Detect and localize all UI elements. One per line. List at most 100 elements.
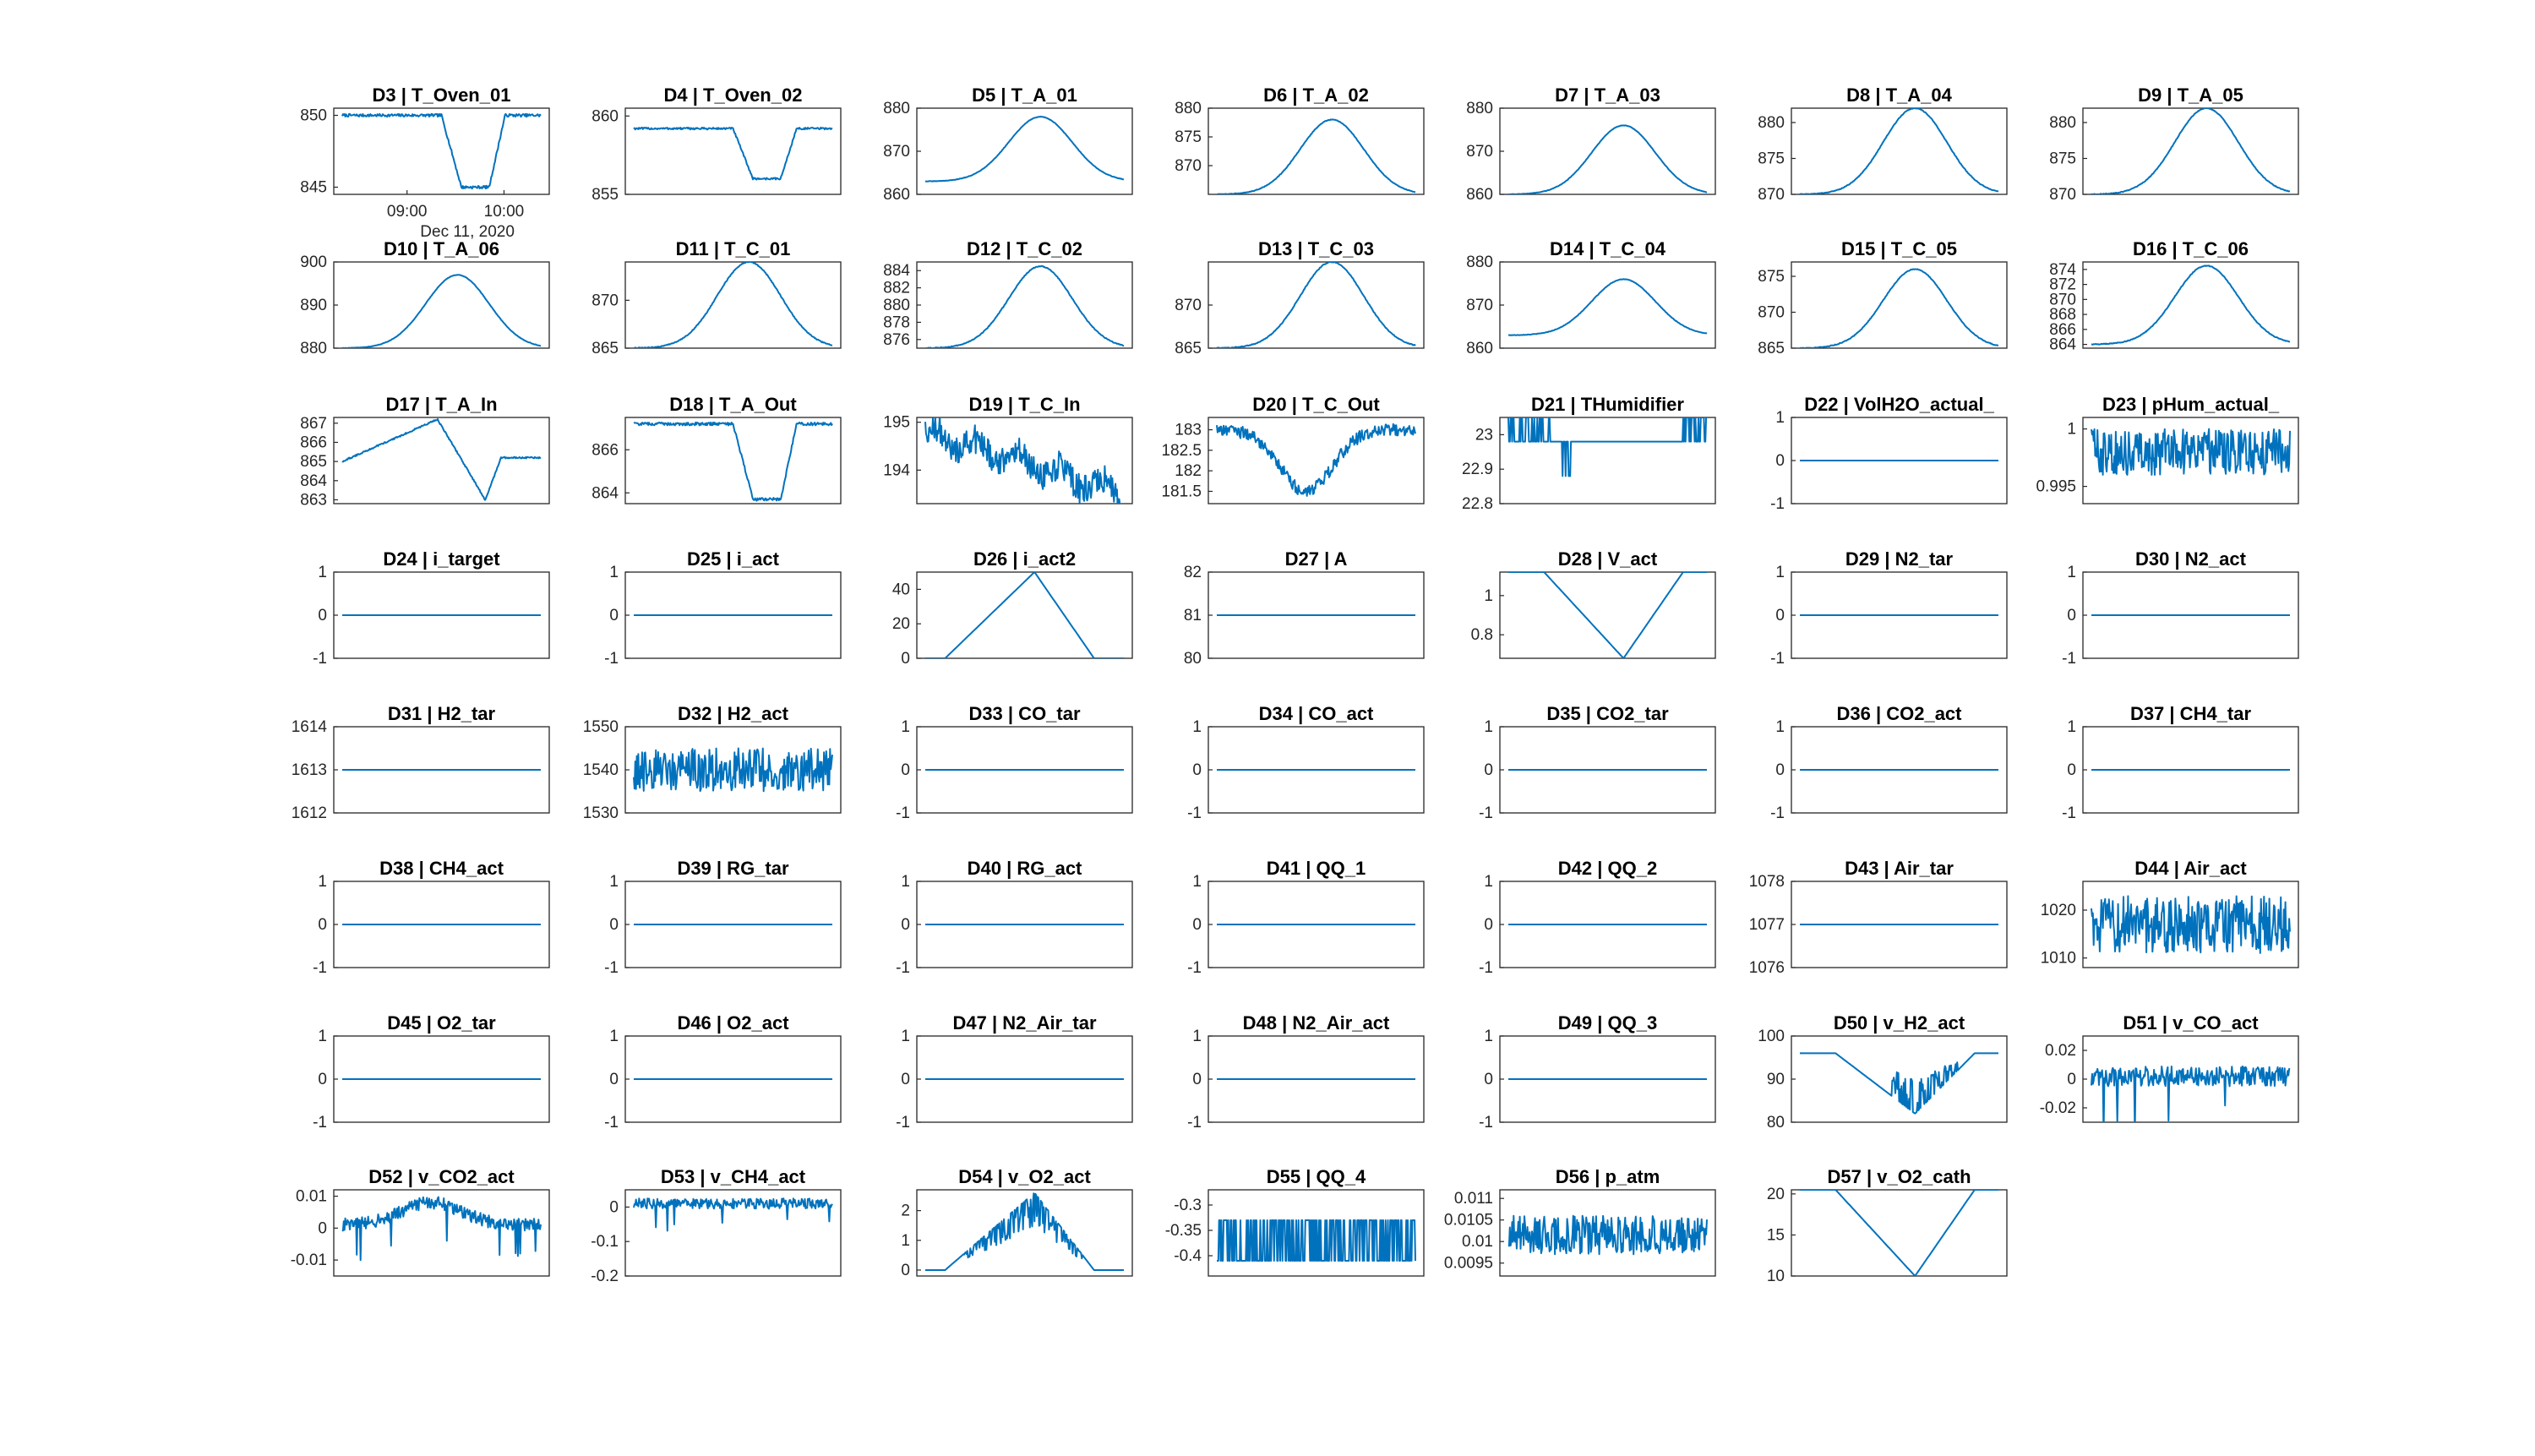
data-series-line xyxy=(633,421,833,502)
y-tick-label: 1 xyxy=(318,873,327,891)
x-axis-label: Dec 11, 2020 xyxy=(420,223,515,241)
y-tick-label: 864 xyxy=(2049,336,2076,354)
y-tick-label: 0 xyxy=(1484,1071,1493,1088)
y-tick-label: -1 xyxy=(2062,804,2076,822)
y-tick-label: 1614 xyxy=(292,718,328,736)
y-tick-label: -1 xyxy=(896,804,910,822)
y-tick-label: 0 xyxy=(901,761,910,779)
data-series-line xyxy=(1507,417,1708,477)
subplot: D30 | N2_act 1 0 -1 xyxy=(2062,548,2299,668)
y-tick-label: 872 xyxy=(2049,276,2076,294)
y-tick-label: 884 xyxy=(883,262,910,280)
data-series-line xyxy=(1799,1052,1999,1115)
y-tick-label: 81 xyxy=(1184,607,1202,624)
subplot: D45 | O2_tar 1 0 -1 xyxy=(313,1012,550,1132)
subplot-title: D8 | T_A_04 xyxy=(1846,85,1953,106)
y-tick-label: -1 xyxy=(604,650,619,668)
y-tick-label: 22.8 xyxy=(1462,495,1493,513)
data-series-line xyxy=(2091,428,2291,476)
subplot-title: D11 | T_C_01 xyxy=(676,238,791,259)
y-tick-label: 1077 xyxy=(1749,916,1785,934)
y-tick-label: 0 xyxy=(901,1071,910,1088)
y-tick-label: 100 xyxy=(1758,1028,1785,1045)
data-series-line xyxy=(1799,1190,1999,1276)
subplot-title: D56 | p_atm xyxy=(1556,1166,1660,1187)
data-series-line xyxy=(341,112,542,190)
y-tick-label: 860 xyxy=(592,107,619,125)
y-tick-label: 1 xyxy=(609,873,619,891)
subplot: D50 | v_H2_act 100 90 80 xyxy=(1758,1012,2008,1132)
y-tick-label: 1010 xyxy=(2041,950,2076,968)
subplot: D11 | T_C_01 870 865 xyxy=(592,238,842,357)
plot-frame xyxy=(1208,261,1425,349)
data-series-line xyxy=(924,1192,1125,1271)
y-tick-label: -1 xyxy=(1770,804,1785,822)
y-tick-label: 864 xyxy=(300,472,327,490)
y-tick-label: 0.8 xyxy=(1471,626,1493,644)
y-tick-label: 0 xyxy=(318,916,327,934)
y-tick-label: 0 xyxy=(609,607,619,624)
subplot-title: D54 | v_O2_act xyxy=(958,1166,1091,1187)
y-tick-label: 1 xyxy=(318,564,327,581)
y-tick-label: 1 xyxy=(1484,718,1493,736)
data-series-line xyxy=(924,264,1125,348)
y-tick-label: -0.4 xyxy=(1174,1247,1202,1265)
subplot-title: D43 | Air_tar xyxy=(1845,858,1954,879)
y-tick-label: 870 xyxy=(1175,157,1202,175)
y-tick-label: -1 xyxy=(1770,650,1785,668)
subplot: D27 | A 82 81 80 xyxy=(1184,548,1425,668)
y-tick-label: 867 xyxy=(300,415,327,433)
subplot: D18 | T_A_Out 866 864 xyxy=(592,394,842,504)
y-tick-label: 870 xyxy=(883,143,910,161)
subplot: D28 | V_act 1 0.8 xyxy=(1471,548,1716,659)
y-tick-label: 80 xyxy=(1184,650,1202,668)
data-series-line xyxy=(1507,572,1708,658)
subplot-title: D10 | T_A_06 xyxy=(384,238,499,259)
subplot: D43 | Air_tar 1078 1077 1076 xyxy=(1749,858,2008,977)
plot-frame xyxy=(1791,1189,2008,1277)
plot-frame xyxy=(2082,107,2299,195)
plot-frame xyxy=(1499,107,1716,195)
y-tick-label: 82 xyxy=(1184,564,1202,581)
y-tick-label: 875 xyxy=(2049,150,2076,168)
y-tick-label: -0.35 xyxy=(1165,1222,1202,1240)
subplot: D23 | pHum_actual_ 1 0.995 xyxy=(2036,394,2299,504)
subplot: D21 | THumidifier 23 22.9 22.8 xyxy=(1462,394,1716,513)
y-tick-label: 870 xyxy=(2049,291,2076,308)
y-tick-label: 0.01 xyxy=(296,1188,327,1206)
subplot-title: D28 | V_act xyxy=(1558,548,1658,570)
plot-frame xyxy=(1499,571,1716,659)
y-tick-label: -1 xyxy=(604,959,619,977)
y-tick-label: 1 xyxy=(2067,718,2076,736)
y-tick-label: 876 xyxy=(883,331,910,349)
y-tick-label: 0.02 xyxy=(2045,1042,2076,1060)
subplot: D9 | T_A_05 880 875 870 xyxy=(2049,85,2299,204)
y-tick-label: 870 xyxy=(1466,297,1493,314)
subplot: D10 | T_A_06 900 890 880 xyxy=(300,238,550,357)
plot-frame xyxy=(1499,417,1716,504)
y-tick-label: 0.0095 xyxy=(1444,1255,1493,1273)
subplot-title: D27 | A xyxy=(1285,548,1348,570)
y-tick-label: 1 xyxy=(1775,564,1785,581)
subplot-title: D25 | i_act xyxy=(687,548,780,570)
y-tick-label: 90 xyxy=(1767,1071,1785,1088)
y-tick-label: 182.5 xyxy=(1161,442,1202,460)
y-tick-label: 183 xyxy=(1175,422,1202,439)
data-series-line xyxy=(1799,268,1999,348)
subplot-title: D34 | CO_act xyxy=(1259,703,1374,724)
subplot: D55 | QQ_4 -0.3 -0.35 -0.4 xyxy=(1165,1166,1425,1277)
y-tick-label: 866 xyxy=(300,434,327,451)
y-tick-label: 880 xyxy=(2049,114,2076,132)
subplot: D57 | v_O2_cath 20 15 10 xyxy=(1767,1166,2008,1285)
plot-frame xyxy=(1208,107,1425,195)
plot-frame xyxy=(1499,261,1716,349)
data-series-line xyxy=(2091,108,2291,194)
plot-frame xyxy=(333,417,550,504)
subplot-title: D39 | RG_tar xyxy=(677,858,789,879)
subplot: D42 | QQ_2 1 0 -1 xyxy=(1479,858,1716,977)
subplot: D35 | CO2_tar 1 0 -1 xyxy=(1479,703,1716,822)
y-tick-label: 1076 xyxy=(1749,959,1785,977)
subplot-title: D52 | v_CO2_act xyxy=(368,1166,515,1187)
subplot-title: D17 | T_A_In xyxy=(385,394,497,415)
